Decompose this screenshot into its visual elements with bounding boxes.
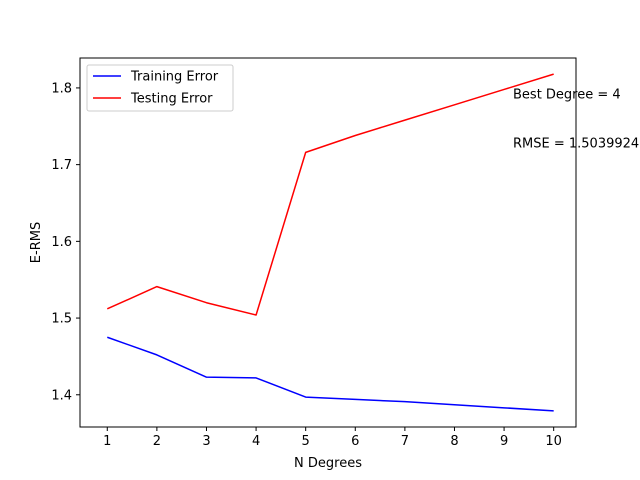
plot-area	[80, 58, 576, 427]
y-tick-label: 1.7	[51, 158, 72, 173]
y-tick-label: 1.6	[51, 235, 72, 250]
x-tick-label: 10	[545, 434, 562, 449]
series-line-training-error	[107, 336, 554, 412]
x-tick-label: 1	[103, 434, 111, 449]
x-tick-label: 7	[401, 434, 409, 449]
plot-frame	[79, 57, 577, 428]
legend: Training Error Testing Error	[86, 64, 234, 112]
x-tick-label: 4	[252, 434, 260, 449]
x-tick-label: 8	[450, 434, 458, 449]
legend-label: Testing Error	[130, 92, 213, 107]
legend-label: Training Error	[130, 70, 219, 85]
x-tick-label: 2	[153, 434, 161, 449]
annotation-text: Best Degree = 4	[513, 88, 621, 103]
y-axis-label: E-RMS	[29, 222, 44, 263]
y-tick-label: 1.8	[51, 81, 72, 96]
x-tick-label: 3	[202, 434, 210, 449]
x-axis: 1 2 3 4 5 6 7 8 9 10	[103, 427, 562, 449]
x-axis-label: N Degrees	[294, 456, 362, 471]
y-axis: 1.4 1.5 1.6 1.7 1.8	[51, 81, 80, 403]
x-tick-label: 9	[500, 434, 508, 449]
series-lines	[106, 73, 554, 412]
legend-box	[86, 64, 234, 112]
series-line-testing-error	[106, 73, 554, 316]
x-tick-label: 5	[302, 434, 310, 449]
y-tick-label: 1.4	[51, 388, 72, 403]
x-tick-label: 6	[351, 434, 359, 449]
y-tick-label: 1.5	[51, 312, 72, 327]
